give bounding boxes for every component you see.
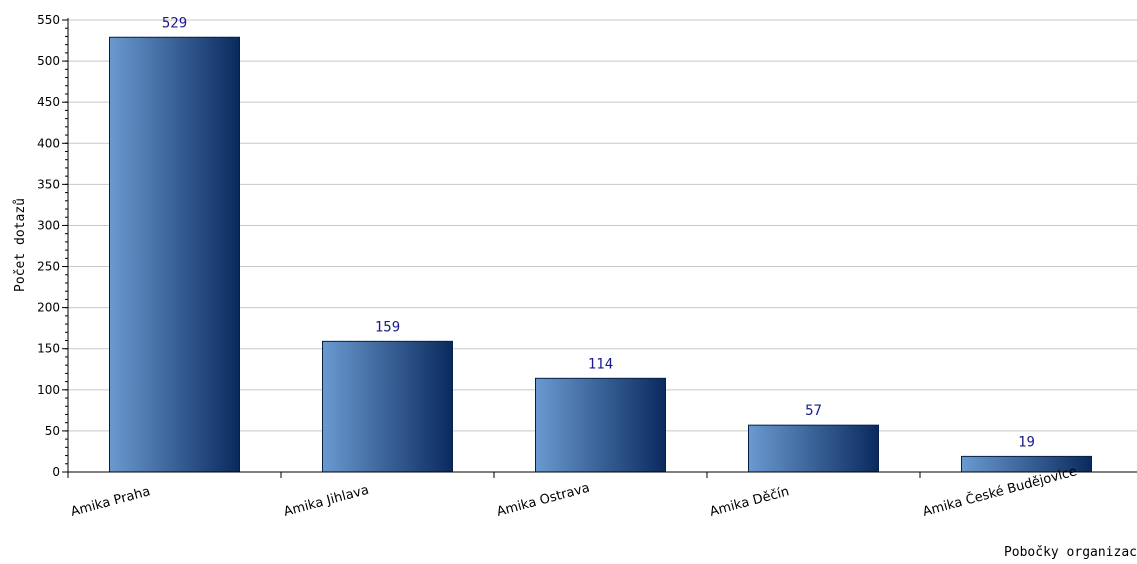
data-label: 114 [588, 356, 613, 372]
y-tick-label: 500 [37, 54, 60, 68]
grid-lines [68, 19, 1137, 432]
y-tick-label: 150 [37, 342, 60, 356]
category-label: Amika Děčín [708, 484, 791, 520]
bars [109, 36, 1092, 473]
bar [322, 340, 453, 473]
y-tick-label: 200 [37, 301, 60, 315]
data-label: 57 [805, 403, 822, 419]
bar [535, 377, 666, 473]
category-label: Amika Praha [69, 484, 152, 520]
y-tick-label: 50 [45, 424, 60, 438]
y-tick-label: 250 [37, 260, 60, 274]
x-axis-title: Pobočky organizac [1004, 545, 1137, 560]
axes: 0 50 100 150 200 250 300 350 400 450 500 550 [37, 13, 1137, 479]
data-label: 159 [375, 319, 400, 335]
y-tick-label: 100 [37, 383, 60, 397]
category-label: Amika Jihlava [282, 483, 370, 520]
y-tick-label: 350 [37, 177, 60, 191]
y-tick-label: 300 [37, 218, 60, 232]
y-tick-label: 400 [37, 136, 60, 150]
data-label: 19 [1018, 434, 1035, 450]
bar [109, 36, 240, 473]
y-tick-label: 450 [37, 95, 60, 109]
data-label: 529 [162, 15, 187, 31]
y-axis-title: Počet dotazů [13, 198, 28, 292]
y-tick-label: 0 [52, 465, 60, 479]
category-label: Amika Ostrava [495, 481, 591, 520]
bar [748, 424, 879, 473]
y-tick-label: 550 [37, 13, 60, 27]
